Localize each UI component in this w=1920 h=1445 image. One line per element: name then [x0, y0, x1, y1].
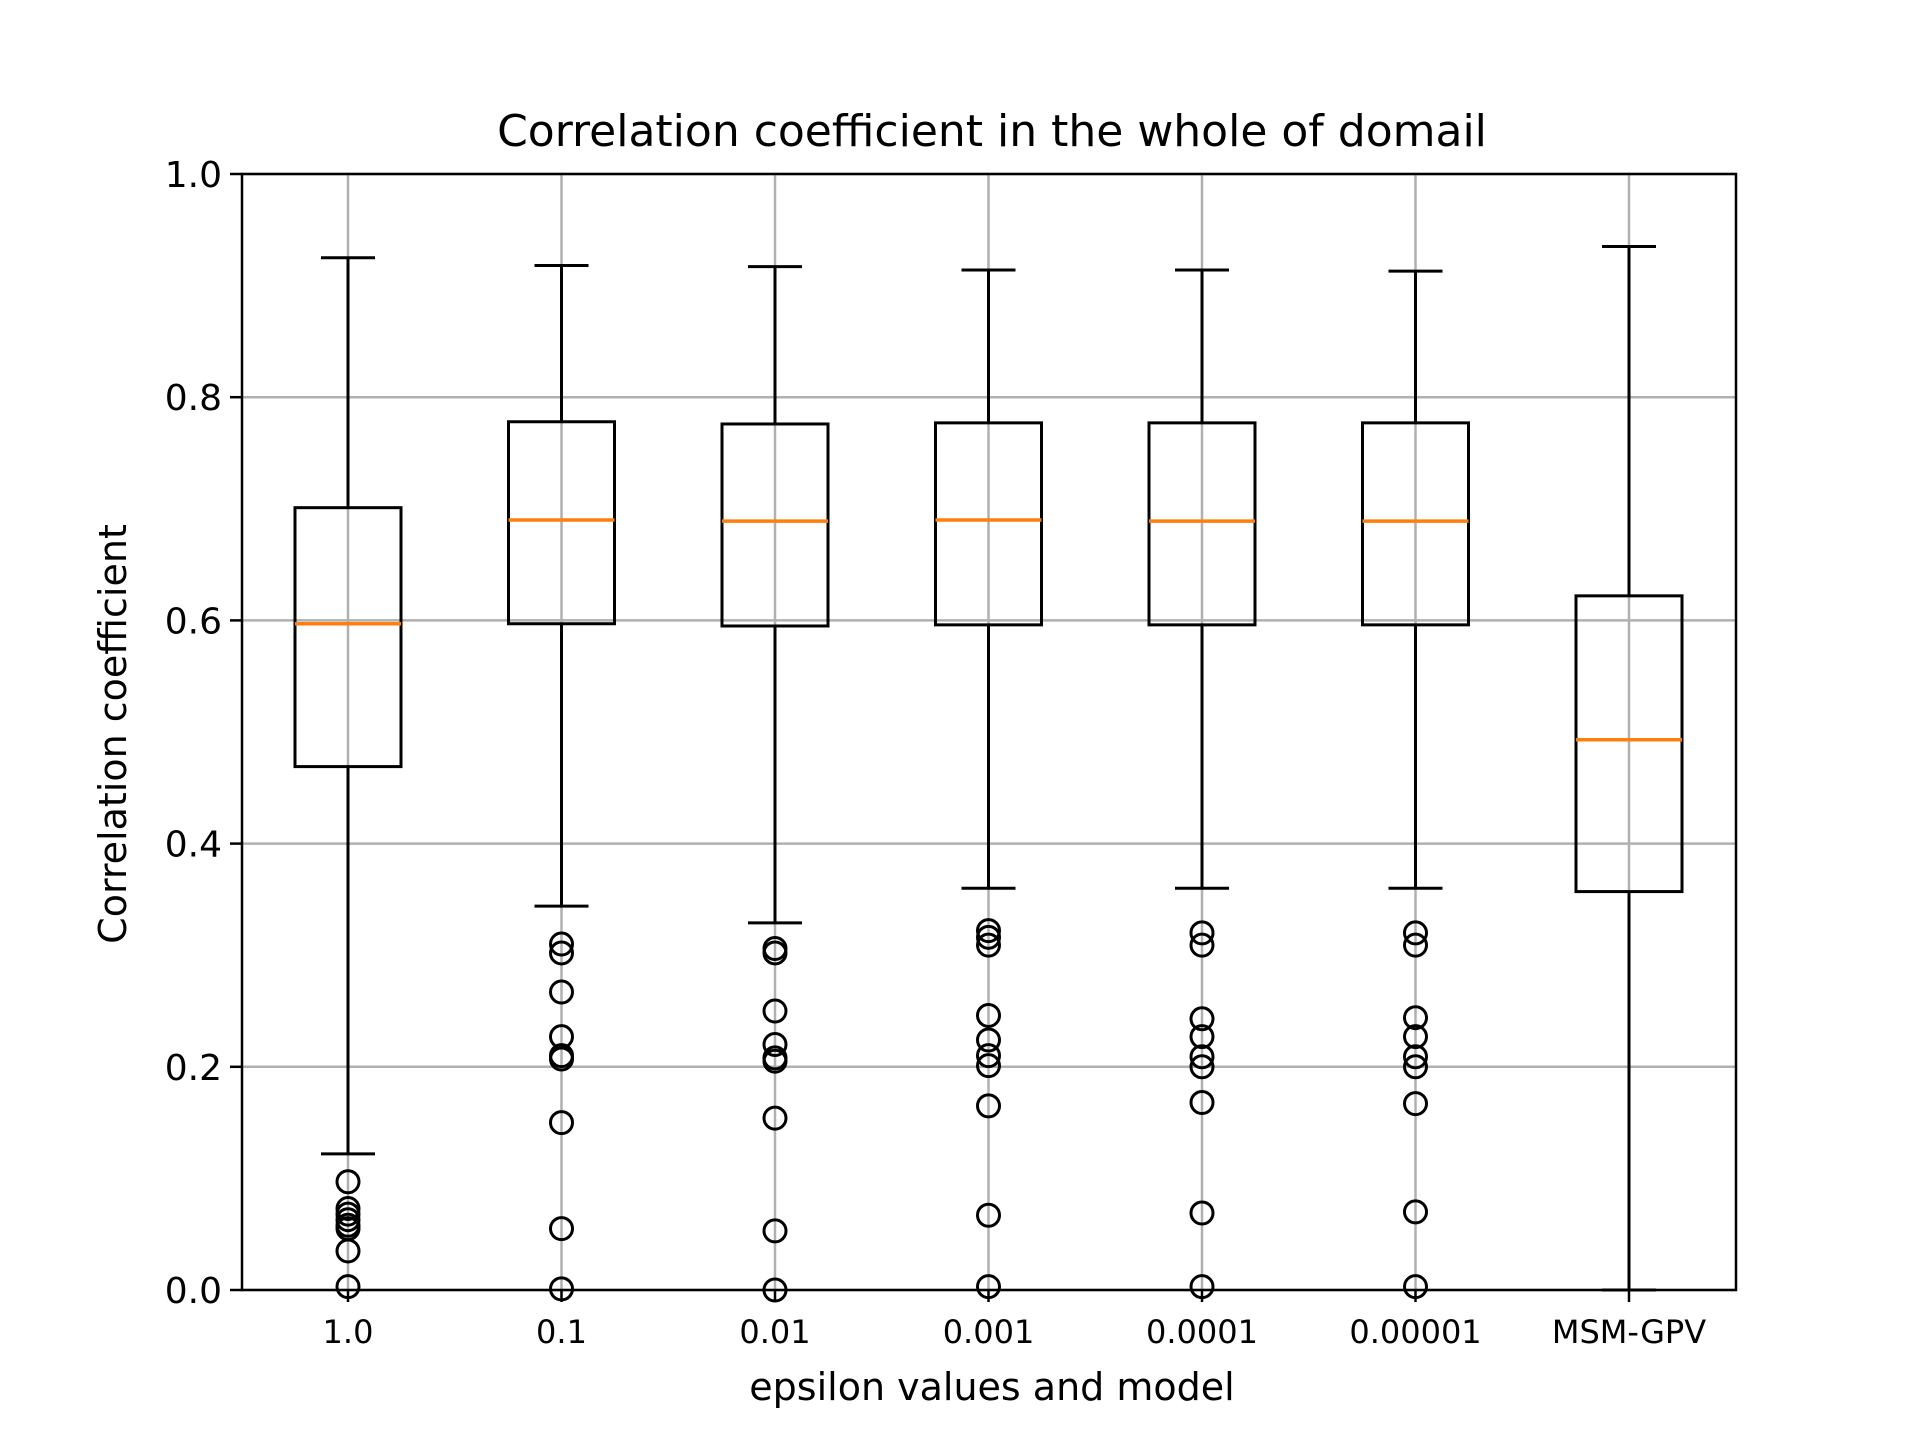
- outlier-point: [1189, 1054, 1215, 1080]
- outlier-point: [1403, 920, 1428, 946]
- x-tick-label: 0.0001: [1146, 1313, 1258, 1351]
- outlier-point: [1403, 1005, 1428, 1031]
- outlier-point: [762, 940, 788, 966]
- y-axis-label: Correlation coefficient: [91, 524, 135, 944]
- outlier-point: [549, 1110, 574, 1136]
- box-series: [293, 245, 1684, 1303]
- x-tick-label: 0.01: [739, 1313, 810, 1351]
- outlier-point: [976, 1027, 1001, 1053]
- outlier-point: [549, 940, 574, 966]
- box-4: [1147, 268, 1257, 1300]
- box-5: [1361, 269, 1470, 1300]
- outlier-point: [976, 1053, 1001, 1079]
- chart-title: Correlation coefficient in the whole of …: [497, 106, 1487, 157]
- y-tick-label: 0.4: [165, 825, 222, 866]
- outlier-point: [1189, 1200, 1215, 1226]
- outlier-point: [1189, 1006, 1215, 1032]
- plot-frame: [240, 172, 1738, 1292]
- outlier-point: [549, 979, 574, 1005]
- outlier-point: [976, 1093, 1001, 1119]
- outlier-point: [549, 931, 574, 957]
- box-body: [934, 421, 1043, 627]
- y-tick-label: 0.8: [165, 378, 222, 419]
- axes: 0.0 0.2 0.4 0.6 0.8 1.0 1.0 0.1 0.01 0.001 0.0001 0…: [165, 155, 1738, 1351]
- box-body: [1147, 421, 1257, 627]
- outlier-point: [549, 1046, 574, 1072]
- outlier-point: [976, 1202, 1001, 1228]
- y-tick-label: 0.2: [165, 1048, 222, 1089]
- box-1: [507, 264, 616, 1302]
- box-body: [720, 422, 830, 628]
- x-tick-label: MSM-GPV: [1552, 1313, 1706, 1351]
- box-0: [293, 256, 403, 1300]
- x-tick-label: 0.00001: [1349, 1313, 1481, 1351]
- y-tick-label: 0.6: [165, 601, 222, 642]
- box-2: [720, 265, 830, 1303]
- box-6: [1574, 245, 1684, 1292]
- outlier-point: [1403, 1054, 1428, 1080]
- outlier-point: [762, 1105, 788, 1131]
- outlier-point: [1189, 920, 1215, 946]
- x-tick-label: 0.001: [943, 1313, 1035, 1351]
- outlier-point: [762, 1218, 788, 1244]
- box-body: [1361, 421, 1470, 627]
- outlier-point: [762, 1048, 788, 1074]
- outlier-point: [549, 1216, 574, 1242]
- outlier-point: [335, 1238, 361, 1264]
- outlier-point: [762, 1031, 788, 1057]
- outlier-point: [976, 1043, 1001, 1069]
- outlier-point: [1189, 1024, 1215, 1050]
- outlier-point: [1403, 1024, 1428, 1050]
- y-tick-label: 0.0: [165, 1271, 222, 1312]
- outlier-point: [335, 1169, 361, 1195]
- box-body: [1574, 594, 1684, 894]
- outlier-point: [976, 924, 1001, 950]
- x-tick-label: 0.1: [536, 1313, 587, 1351]
- outlier-point: [1189, 1044, 1215, 1070]
- outlier-point: [1403, 1091, 1428, 1117]
- outlier-point: [1403, 1199, 1428, 1225]
- outlier-point: [1403, 932, 1428, 958]
- outlier-point: [1189, 932, 1215, 958]
- x-axis-label: epsilon values and model: [749, 1365, 1234, 1409]
- outlier-point: [1189, 1090, 1215, 1116]
- outlier-point: [976, 932, 1001, 958]
- outlier-point: [976, 1002, 1001, 1028]
- box-body: [293, 506, 403, 769]
- y-tick-label: 1.0: [165, 155, 222, 196]
- outlier-point: [762, 998, 788, 1024]
- box-3: [934, 268, 1043, 1300]
- outlier-point: [1403, 1044, 1428, 1070]
- outlier-point: [976, 918, 1001, 944]
- box-body: [507, 420, 616, 626]
- x-tick-label: 1.0: [323, 1313, 374, 1351]
